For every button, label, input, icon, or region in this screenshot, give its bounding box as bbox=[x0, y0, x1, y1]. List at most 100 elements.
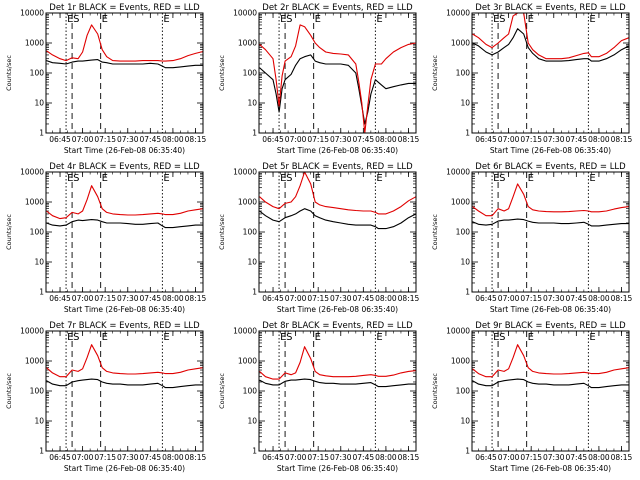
x-tick-label: 06:45 bbox=[49, 453, 71, 462]
y-tick-label: 1 bbox=[252, 288, 257, 297]
time-marker-label: E bbox=[589, 14, 595, 25]
y-tick-label: 1 bbox=[252, 129, 257, 138]
x-tick-label: 07:00 bbox=[285, 135, 307, 144]
series-line-events bbox=[472, 28, 630, 62]
series-line-lld bbox=[472, 344, 630, 378]
y-tick-label: 10000 bbox=[233, 168, 257, 177]
y-tick-label: 100 bbox=[456, 228, 471, 237]
time-marker-label: E bbox=[102, 332, 108, 343]
x-axis-label: Start Time (26-Feb-08 06:35:40) bbox=[490, 146, 611, 155]
time-marker-label: E bbox=[67, 332, 73, 343]
x-axis-label: Start Time (26-Feb-08 06:35:40) bbox=[64, 464, 185, 473]
x-tick-label: 08:00 bbox=[162, 135, 184, 144]
x-tick-label: 07:00 bbox=[498, 294, 520, 303]
x-tick-label: 07:45 bbox=[353, 294, 375, 303]
y-tick-label: 1000 bbox=[25, 39, 44, 48]
chart-title: Det 1r BLACK = Events, RED = LLD bbox=[49, 3, 200, 13]
time-marker-label: S bbox=[286, 14, 292, 25]
chart-title: Det 5r BLACK = Events, RED = LLD bbox=[262, 162, 413, 172]
time-marker-label: E bbox=[67, 173, 73, 184]
x-tick-label: 08:15 bbox=[185, 453, 207, 462]
x-tick-label: 07:15 bbox=[94, 453, 116, 462]
chart-panel-2: Det 2r BLACK = Events, RED = LLD 1 10 100 10… bbox=[218, 3, 420, 155]
x-axis-label: Start Time (26-Feb-08 06:35:40) bbox=[277, 464, 398, 473]
x-tick-label: 08:00 bbox=[375, 453, 397, 462]
y-tick-label: 1 bbox=[465, 288, 470, 297]
x-tick-label: 07:00 bbox=[72, 135, 94, 144]
x-tick-label: 07:15 bbox=[307, 294, 329, 303]
x-tick-label: 07:00 bbox=[498, 453, 520, 462]
chart-title: Det 8r BLACK = Events, RED = LLD bbox=[262, 321, 413, 331]
series-line-lld bbox=[259, 346, 417, 380]
x-tick-label: 07:45 bbox=[140, 294, 162, 303]
x-tick-label: 08:00 bbox=[162, 294, 184, 303]
y-tick-label: 1 bbox=[39, 129, 44, 138]
y-tick-label: 10 bbox=[460, 258, 470, 267]
time-marker-label: S bbox=[499, 173, 505, 184]
x-tick-label: 07:45 bbox=[566, 453, 588, 462]
chart-panel-5: Det 5r BLACK = Events, RED = LLD 1 10 100 10… bbox=[218, 162, 420, 314]
chart-panel-6: Det 6r BLACK = Events, RED = LLD 1 10 100 10… bbox=[431, 162, 633, 314]
x-axis-label: Start Time (26-Feb-08 06:35:40) bbox=[64, 146, 185, 155]
time-marker-label: E bbox=[376, 332, 382, 343]
x-tick-label: 07:45 bbox=[140, 453, 162, 462]
x-tick-label: 06:45 bbox=[262, 453, 284, 462]
time-marker-label: S bbox=[73, 173, 79, 184]
x-tick-label: 06:45 bbox=[262, 135, 284, 144]
x-axis-label: Start Time (26-Feb-08 06:35:40) bbox=[64, 305, 185, 314]
series-line-lld bbox=[472, 12, 630, 60]
x-axis-label: Start Time (26-Feb-08 06:35:40) bbox=[277, 305, 398, 314]
time-marker-label: E bbox=[102, 14, 108, 25]
series-line-events bbox=[259, 54, 416, 125]
x-tick-label: 07:15 bbox=[94, 135, 116, 144]
y-tick-label: 100 bbox=[30, 69, 45, 78]
time-marker-label: E bbox=[67, 14, 73, 25]
time-marker-label: S bbox=[499, 14, 505, 25]
y-tick-label: 10 bbox=[34, 99, 44, 108]
x-tick-label: 06:45 bbox=[262, 294, 284, 303]
x-axis-label: Start Time (26-Feb-08 06:35:40) bbox=[277, 146, 398, 155]
y-axis-label: Counts/sec bbox=[431, 214, 439, 250]
chart-title: Det 7r BLACK = Events, RED = LLD bbox=[49, 321, 200, 331]
y-axis-label: Counts/sec bbox=[5, 214, 13, 250]
x-tick-label: 06:45 bbox=[475, 135, 497, 144]
y-tick-label: 1 bbox=[465, 129, 470, 138]
x-tick-label: 08:15 bbox=[398, 453, 420, 462]
chart-title: Det 2r BLACK = Events, RED = LLD bbox=[262, 3, 413, 13]
time-marker-label: E bbox=[528, 173, 534, 184]
x-tick-label: 07:30 bbox=[330, 135, 352, 144]
y-tick-label: 100 bbox=[243, 387, 258, 396]
time-marker-label: E bbox=[493, 332, 499, 343]
series-line-lld bbox=[46, 24, 204, 62]
y-tick-label: 10000 bbox=[20, 9, 44, 18]
time-marker-label: S bbox=[73, 332, 79, 343]
y-tick-label: 100 bbox=[456, 69, 471, 78]
series-line-events bbox=[46, 378, 203, 389]
chart-panel-4: Det 4r BLACK = Events, RED = LLD 1 10 100 10… bbox=[5, 162, 207, 314]
series-line-lld bbox=[472, 183, 630, 217]
y-tick-label: 1000 bbox=[451, 357, 470, 366]
x-tick-label: 07:45 bbox=[140, 135, 162, 144]
y-tick-label: 10 bbox=[247, 99, 257, 108]
time-marker-label: E bbox=[280, 14, 286, 25]
x-tick-label: 08:00 bbox=[588, 453, 610, 462]
y-tick-label: 10 bbox=[247, 417, 257, 426]
x-tick-label: 08:00 bbox=[375, 135, 397, 144]
plot-frame bbox=[471, 12, 630, 134]
y-tick-label: 100 bbox=[30, 228, 45, 237]
y-tick-label: 10 bbox=[34, 417, 44, 426]
series-line-events bbox=[472, 378, 629, 389]
y-axis-label: Counts/sec bbox=[431, 373, 439, 409]
x-tick-label: 07:15 bbox=[520, 294, 542, 303]
y-axis-label: Counts/sec bbox=[5, 373, 13, 409]
y-tick-label: 100 bbox=[456, 387, 471, 396]
x-tick-label: 08:15 bbox=[611, 453, 633, 462]
time-marker-label: E bbox=[589, 332, 595, 343]
chart-panel-8: Det 8r BLACK = Events, RED = LLD 1 10 100 10… bbox=[218, 321, 420, 473]
chart-title: Det 4r BLACK = Events, RED = LLD bbox=[49, 162, 200, 172]
y-tick-label: 10 bbox=[460, 417, 470, 426]
x-tick-label: 08:15 bbox=[398, 294, 420, 303]
y-tick-label: 10000 bbox=[20, 168, 44, 177]
